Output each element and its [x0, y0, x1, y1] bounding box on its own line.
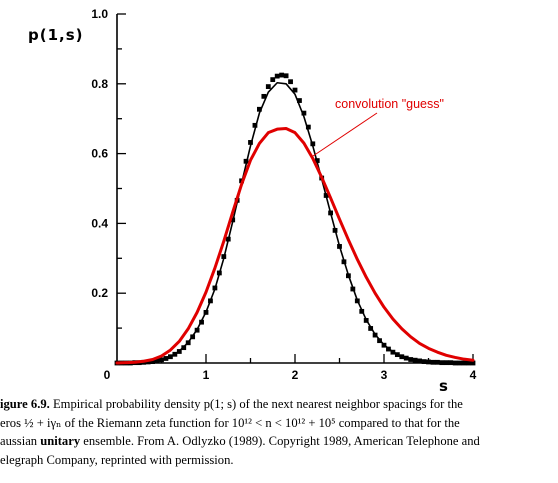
series-group: [114, 72, 476, 366]
y-tick-label: 0.4: [91, 216, 108, 230]
data-point: [301, 110, 307, 116]
x-tick-label: 2: [292, 368, 299, 382]
figure-caption: igure 6.9. Empirical probability density…: [0, 395, 556, 469]
annotation-label: convolution "guess": [335, 97, 444, 111]
x-tick-label: 1: [203, 368, 210, 382]
y-axis-label: p(1,s): [28, 26, 84, 44]
data-point: [279, 72, 285, 78]
data-point: [261, 93, 267, 99]
caption-line-3: aussian unitary ensemble. From A. Odlyzk…: [0, 432, 556, 451]
caption-text-3c: ensemble. From A. Odlyzko (1989). Copyri…: [83, 434, 480, 449]
convolution-guess-curve: [115, 126, 475, 365]
data-point: [283, 73, 289, 79]
y-tick-label: 0.6: [91, 147, 108, 161]
data-point: [288, 79, 293, 85]
figure-chart: 0.2 0.4 0.6 0.8 1.0 0 1 2 3 4 p(1,s) s convolutio…: [28, 7, 477, 395]
x-tick-label: 0: [104, 368, 111, 382]
caption-text-1: Empirical probability density p(1; s) of…: [52, 397, 463, 411]
x-tick-label: 3: [381, 368, 388, 382]
axis-ticks: [117, 13, 474, 364]
gue-curve: [116, 81, 474, 364]
annotation-pointer: [312, 112, 378, 157]
tick-labels: 0.2 0.4 0.6 0.8 1.0 0 1 2 3 4: [91, 7, 476, 382]
x-tick-label: 4: [470, 368, 477, 382]
data-point: [305, 124, 311, 130]
data-point: [274, 73, 280, 79]
caption-text-3b: unitary: [40, 434, 81, 449]
data-point: [257, 106, 262, 112]
data-point: [292, 87, 298, 93]
caption-line-1: igure 6.9. Empirical probability density…: [0, 395, 556, 414]
axes-frame: [116, 14, 473, 364]
caption-line-2: eros ½ + iγₙ of the Riemann zeta functio…: [0, 415, 460, 430]
caption-line-4: elegraph Company, reprinted with permiss…: [0, 452, 234, 467]
data-point: [265, 84, 271, 89]
y-tick-label: 0.2: [91, 286, 108, 300]
x-axis-label: s: [439, 377, 448, 395]
caption-figure-label: igure 6.9.: [0, 397, 50, 411]
data-point: [270, 77, 276, 83]
caption-text-3a: aussian: [0, 434, 38, 449]
data-point: [248, 140, 253, 145]
y-tick-label: 0.8: [91, 77, 108, 91]
empirical-series: [114, 72, 476, 366]
y-tick-label: 1.0: [91, 7, 108, 21]
data-point: [252, 122, 258, 128]
data-point: [297, 98, 302, 103]
